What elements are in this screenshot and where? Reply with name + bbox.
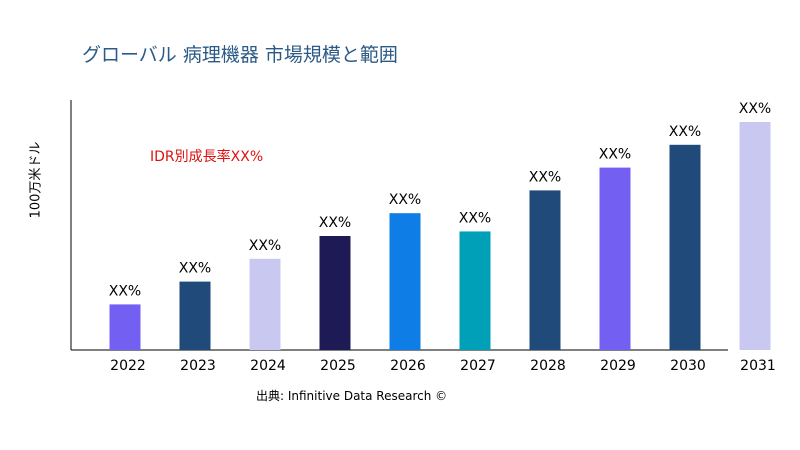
bar-2023 bbox=[179, 281, 211, 350]
x-tick-label: 2025 bbox=[320, 358, 356, 374]
x-tick-label: 2028 bbox=[530, 358, 566, 374]
bar-2028 bbox=[529, 190, 561, 350]
bar-2031 bbox=[739, 122, 771, 350]
cagr-annotation: IDR別成長率XX% bbox=[150, 149, 264, 165]
bar-2026 bbox=[389, 213, 421, 350]
x-tick-label: 2027 bbox=[460, 358, 496, 374]
bar-2027 bbox=[459, 231, 491, 350]
data-label: XX% bbox=[319, 215, 351, 231]
x-tick-label: 2030 bbox=[670, 358, 706, 374]
x-tick-label: 2031 bbox=[740, 358, 776, 374]
source-note: 出典: Infinitive Data Research © bbox=[256, 389, 448, 403]
data-label: XX% bbox=[739, 101, 771, 117]
data-label: XX% bbox=[529, 169, 561, 185]
data-label: XX% bbox=[109, 283, 141, 299]
bar-2029 bbox=[599, 167, 631, 350]
x-tick-label: 2024 bbox=[250, 358, 286, 374]
data-label: XX% bbox=[179, 261, 211, 277]
chart-title: グローバル 病理機器 市場規模と範囲 bbox=[82, 44, 398, 66]
x-tick-label: 2023 bbox=[180, 358, 216, 374]
data-label: XX% bbox=[669, 124, 701, 140]
data-label: XX% bbox=[599, 147, 631, 163]
x-tick-label: 2029 bbox=[600, 358, 636, 374]
bar-2030 bbox=[669, 144, 701, 350]
x-tick-label: 2022 bbox=[110, 358, 146, 374]
data-label: XX% bbox=[459, 210, 491, 226]
bar-2025 bbox=[319, 236, 351, 350]
data-label: XX% bbox=[389, 192, 421, 208]
x-tick-label: 2026 bbox=[390, 358, 426, 374]
bar-2024 bbox=[249, 258, 281, 350]
data-label: XX% bbox=[249, 238, 281, 254]
bar-2022 bbox=[109, 304, 141, 350]
